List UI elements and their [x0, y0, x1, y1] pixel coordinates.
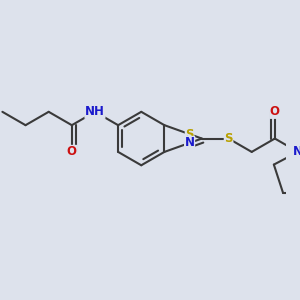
Text: S: S [185, 128, 194, 141]
Text: NH: NH [85, 105, 105, 118]
Text: O: O [67, 146, 77, 158]
Text: N: N [184, 136, 195, 149]
Text: N: N [293, 146, 300, 158]
Text: O: O [270, 105, 280, 118]
Text: S: S [224, 132, 233, 145]
